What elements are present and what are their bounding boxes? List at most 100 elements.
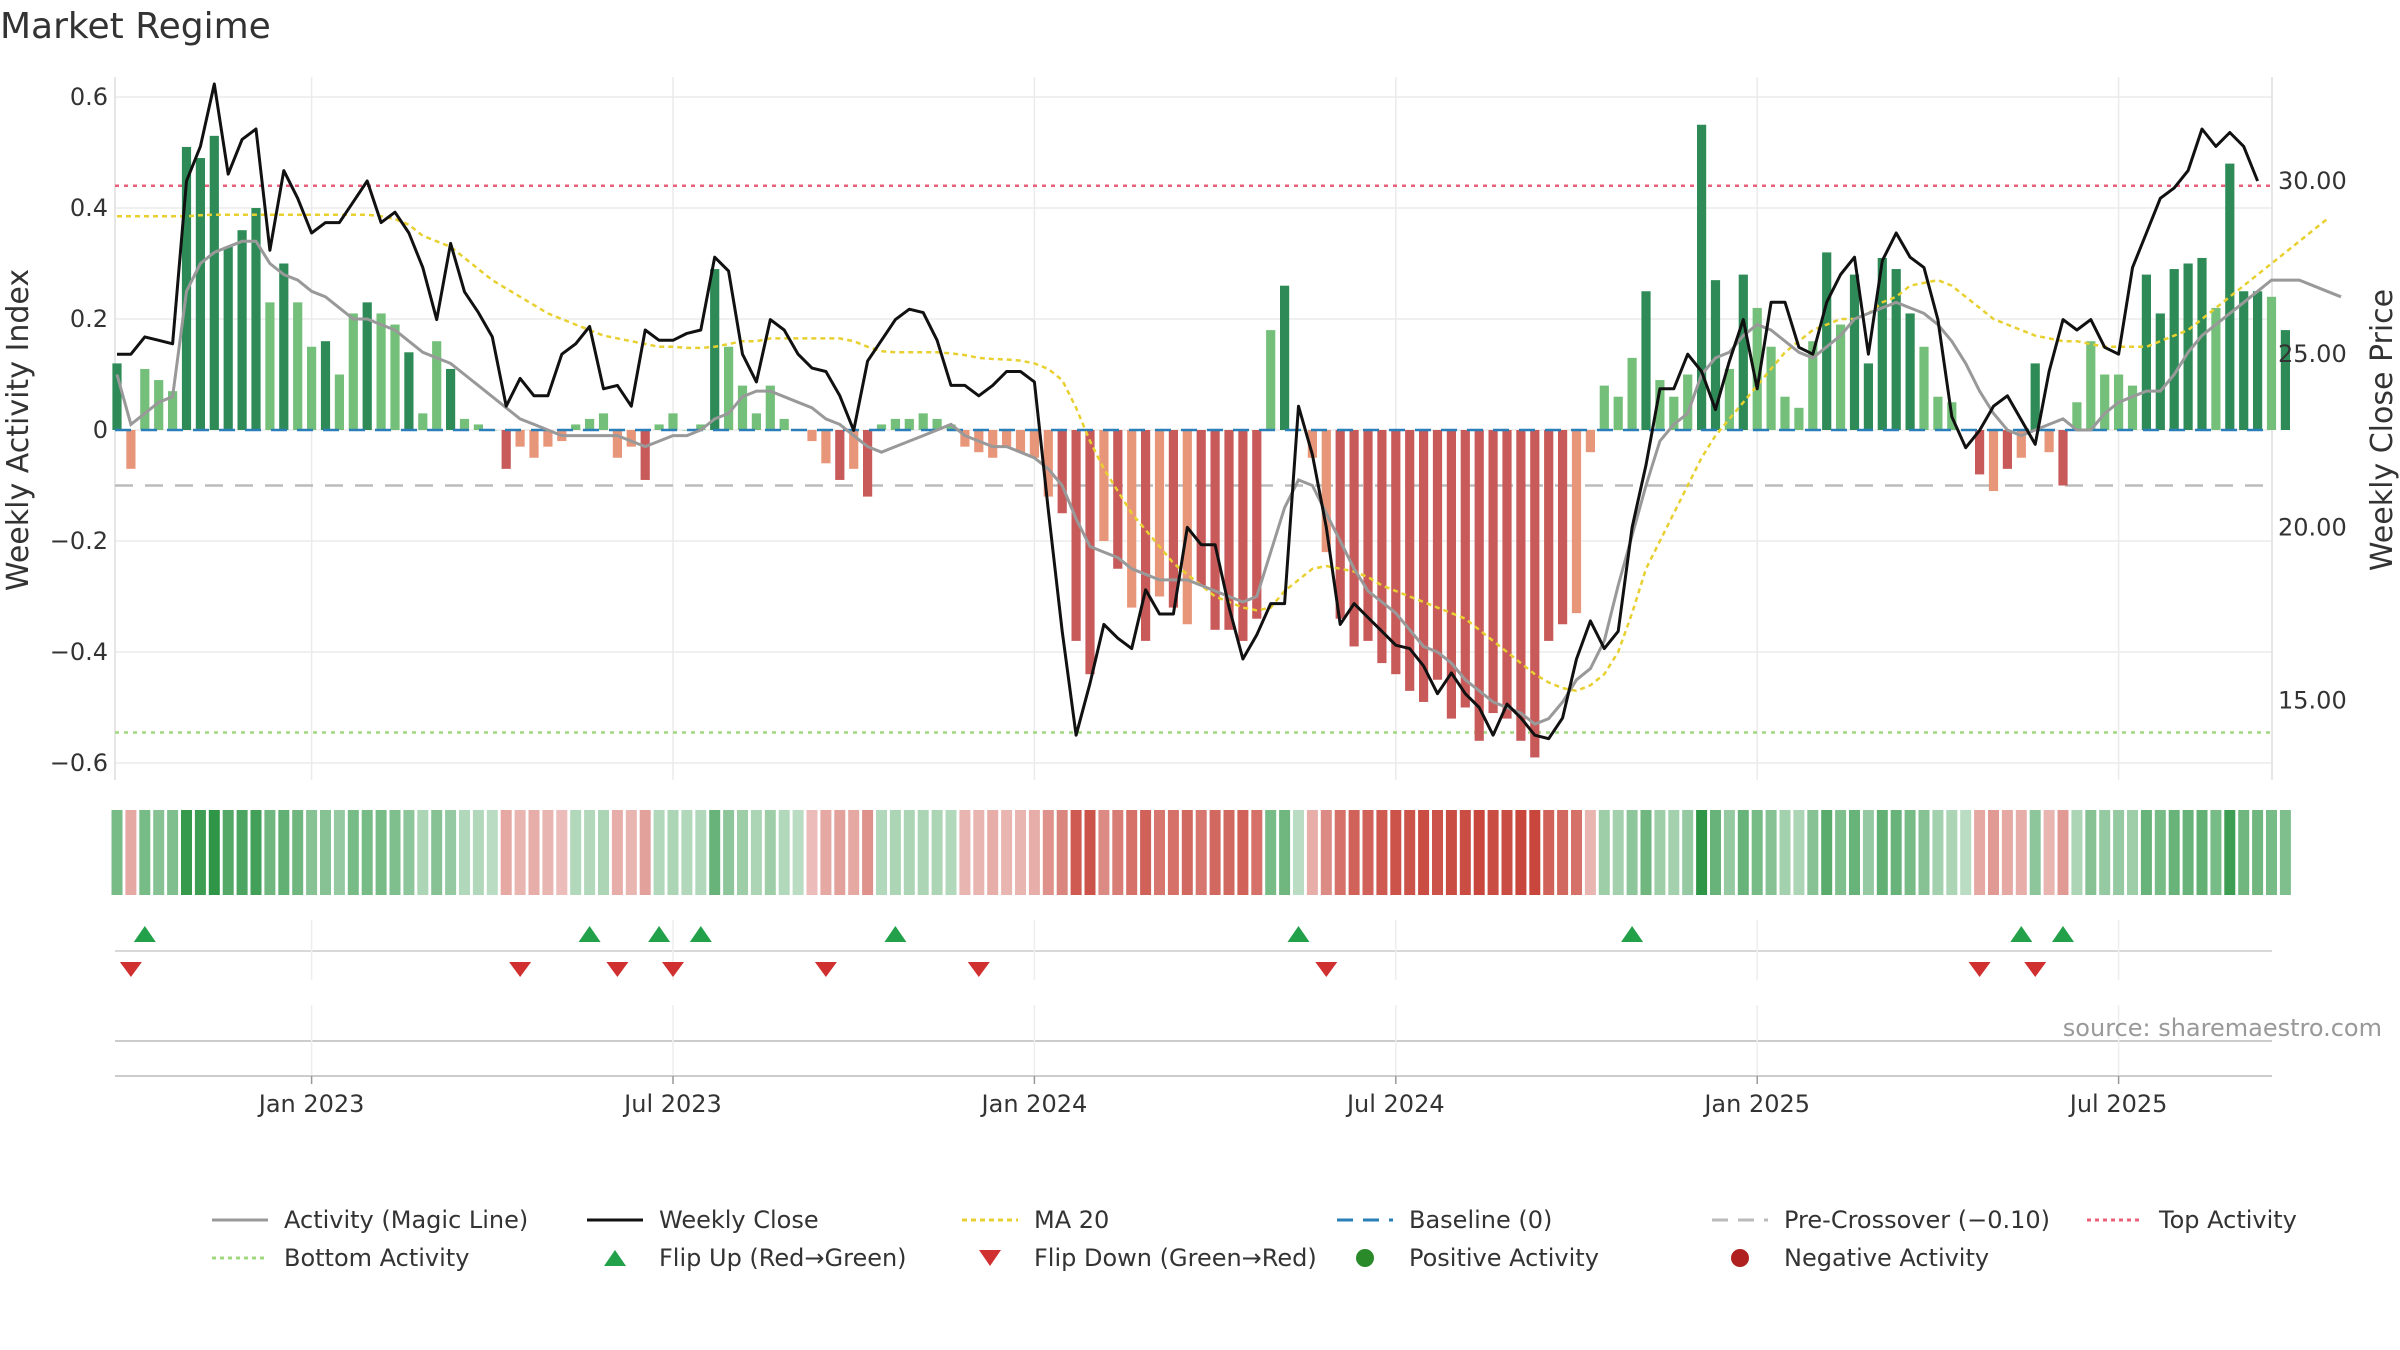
regime-cell (1418, 810, 1430, 895)
legend-label: Pre-Crossover (−0.10) (1784, 1206, 2051, 1234)
legend-label: Activity (Magic Line) (284, 1206, 529, 1234)
regime-cell (1696, 810, 1708, 895)
regime-cell (2001, 810, 2013, 895)
legend-label: MA 20 (1034, 1206, 1110, 1234)
regime-cell (1487, 810, 1499, 895)
regime-cell (1807, 810, 1819, 895)
activity-bar (890, 418, 900, 430)
regime-cell (848, 810, 860, 895)
activity-bar (946, 424, 956, 430)
activity-bar (1502, 430, 1512, 719)
activity-bar (696, 424, 706, 430)
activity-bar (626, 430, 636, 447)
regime-cell (1751, 810, 1763, 895)
y-tick-label: −0.4 (50, 638, 108, 666)
regime-cell (1098, 810, 1110, 895)
regime-cell (1195, 810, 1207, 895)
activity-bar (1432, 430, 1443, 680)
regime-cell (1835, 810, 1847, 895)
regime-cell (2071, 810, 2083, 895)
regime-cell (2085, 810, 2097, 895)
activity-bar (1446, 430, 1456, 719)
y2-tick-label: 20.00 (2278, 513, 2347, 541)
activity-bar (1057, 430, 1067, 514)
regime-cell (1404, 810, 1416, 895)
y-axis-right: 30.00 25.00 20.00 15.00 (2278, 167, 2347, 715)
regime-cell (125, 810, 137, 895)
flip-down-marker (1315, 962, 1338, 977)
flip-down-marker (814, 962, 837, 977)
activity-bar (140, 368, 150, 430)
regime-cell (2154, 810, 2166, 895)
activity-bar (1919, 346, 1929, 430)
bottom-panel (115, 1005, 2272, 1075)
activity-bar (2100, 374, 2110, 430)
regime-cell (695, 810, 707, 895)
regime-cell (1515, 810, 1527, 895)
activity-bar (821, 430, 831, 464)
flip-down-marker (2024, 962, 2047, 977)
activity-bar (1127, 430, 1137, 608)
regime-cell (459, 810, 470, 895)
flip-down-marker (662, 962, 684, 977)
regime-cell (1557, 810, 1569, 895)
activity-bar (2197, 257, 2207, 430)
regime-cell (1598, 810, 1610, 895)
activity-bar (1794, 407, 1804, 430)
activity-bar (237, 230, 247, 430)
activity-bar (1766, 346, 1776, 430)
regime-cell (1362, 810, 1374, 895)
y2-tick-label: 15.00 (2278, 687, 2347, 715)
activity-bar (1252, 430, 1262, 619)
regime-cell (139, 810, 151, 895)
activity-bar (1405, 430, 1415, 691)
regime-cell (1737, 810, 1749, 895)
regime-cell (2140, 810, 2152, 895)
flip-panel (115, 920, 2272, 980)
regime-cell (2279, 810, 2291, 895)
flip-up-marker (1621, 926, 1644, 942)
regime-cell (167, 810, 179, 895)
activity-bar (515, 430, 525, 447)
activity-bar (1724, 368, 1734, 430)
regime-cell (250, 810, 262, 895)
regime-cell (1181, 810, 1193, 895)
regime-cell (1251, 810, 1263, 895)
regime-cell (2015, 810, 2027, 895)
x-tick-label: Jan 2024 (980, 1090, 1088, 1118)
activity-bar (960, 430, 970, 447)
activity-bar (543, 430, 553, 447)
market-regime-chart: 0.6 0.4 0.2 0 −0.2 −0.4 −0.6 30.00 25.00 20.00 15… (1, 77, 2400, 1118)
regime-cell (194, 810, 206, 895)
regime-cell (1445, 810, 1457, 895)
activity-bar (529, 430, 539, 458)
activity-bar (307, 346, 317, 430)
activity-bar (209, 135, 219, 430)
regime-cell (333, 810, 345, 895)
regime-cell (1682, 810, 1694, 895)
activity-bar (265, 302, 275, 430)
activity-bar (612, 430, 622, 458)
activity-bar (807, 430, 817, 442)
regime-cell (2196, 810, 2208, 895)
flip-down-marker (1968, 962, 1991, 977)
regime-cell (681, 810, 693, 895)
activity-bar (1099, 430, 1109, 541)
regime-cell (973, 810, 985, 895)
activity-bar (1669, 396, 1679, 430)
activity-bar (1836, 324, 1846, 430)
activity-bar (2058, 430, 2068, 486)
activity-bar (293, 302, 303, 430)
regime-cell (320, 810, 331, 895)
regime-cell (1876, 810, 1888, 895)
legend-item-pre-crossover: Pre-Crossover (−0.10) (1710, 1206, 2085, 1234)
activity-bar (1238, 430, 1248, 641)
negative-dot-icon (1731, 1249, 1749, 1267)
flip-down-marker (119, 962, 142, 977)
magic-line-layer (115, 239, 2342, 726)
activity-bar (2169, 269, 2179, 430)
activity-bar (2280, 330, 2290, 430)
regime-cell (500, 810, 512, 895)
activity-bar (2141, 274, 2151, 430)
regime-cell (737, 810, 748, 895)
